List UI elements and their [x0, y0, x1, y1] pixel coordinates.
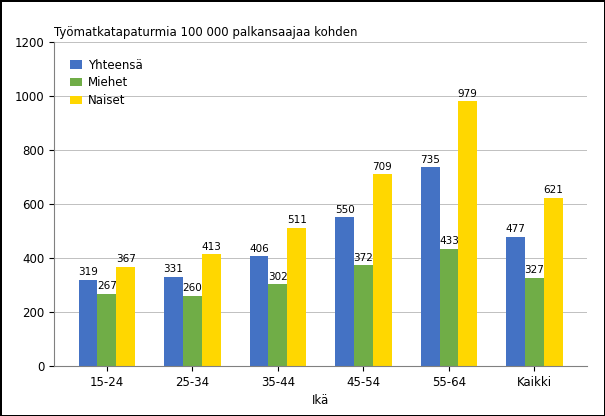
Text: 433: 433 [439, 236, 459, 246]
Text: 406: 406 [249, 244, 269, 254]
Text: 413: 413 [201, 242, 221, 252]
Bar [373, 174, 391, 366]
Bar [269, 285, 287, 366]
Bar [506, 237, 525, 366]
Text: 735: 735 [420, 155, 440, 165]
X-axis label: Ikä: Ikä [312, 394, 329, 407]
Text: 550: 550 [335, 205, 355, 215]
Legend: Yhteensä, Miehet, Naiset: Yhteensä, Miehet, Naiset [66, 54, 148, 112]
Bar [544, 198, 563, 366]
Text: 331: 331 [163, 264, 183, 274]
Bar [459, 102, 477, 366]
Text: 511: 511 [287, 215, 307, 225]
Text: 319: 319 [78, 267, 98, 277]
Bar [116, 267, 135, 366]
Text: Työmatkatapaturmia 100 000 palkansaajaa kohden: Työmatkatapaturmia 100 000 palkansaajaa … [54, 26, 358, 39]
Text: 367: 367 [116, 254, 136, 264]
Bar [202, 255, 221, 366]
Text: 302: 302 [268, 272, 288, 282]
Text: 477: 477 [506, 224, 526, 234]
Text: 267: 267 [97, 281, 117, 291]
Bar [164, 277, 183, 366]
Bar [335, 217, 354, 366]
Bar [79, 280, 97, 366]
Bar [287, 228, 306, 366]
Bar [183, 296, 202, 366]
Text: 709: 709 [372, 162, 392, 172]
Bar [439, 249, 459, 366]
Bar [354, 265, 373, 366]
Bar [250, 256, 269, 366]
Text: 327: 327 [525, 265, 544, 275]
Bar [420, 167, 439, 366]
Text: 260: 260 [183, 283, 202, 293]
Text: 621: 621 [543, 186, 563, 196]
Bar [525, 277, 544, 366]
Text: 372: 372 [353, 253, 373, 263]
Bar [97, 294, 116, 366]
Text: 979: 979 [458, 89, 478, 99]
